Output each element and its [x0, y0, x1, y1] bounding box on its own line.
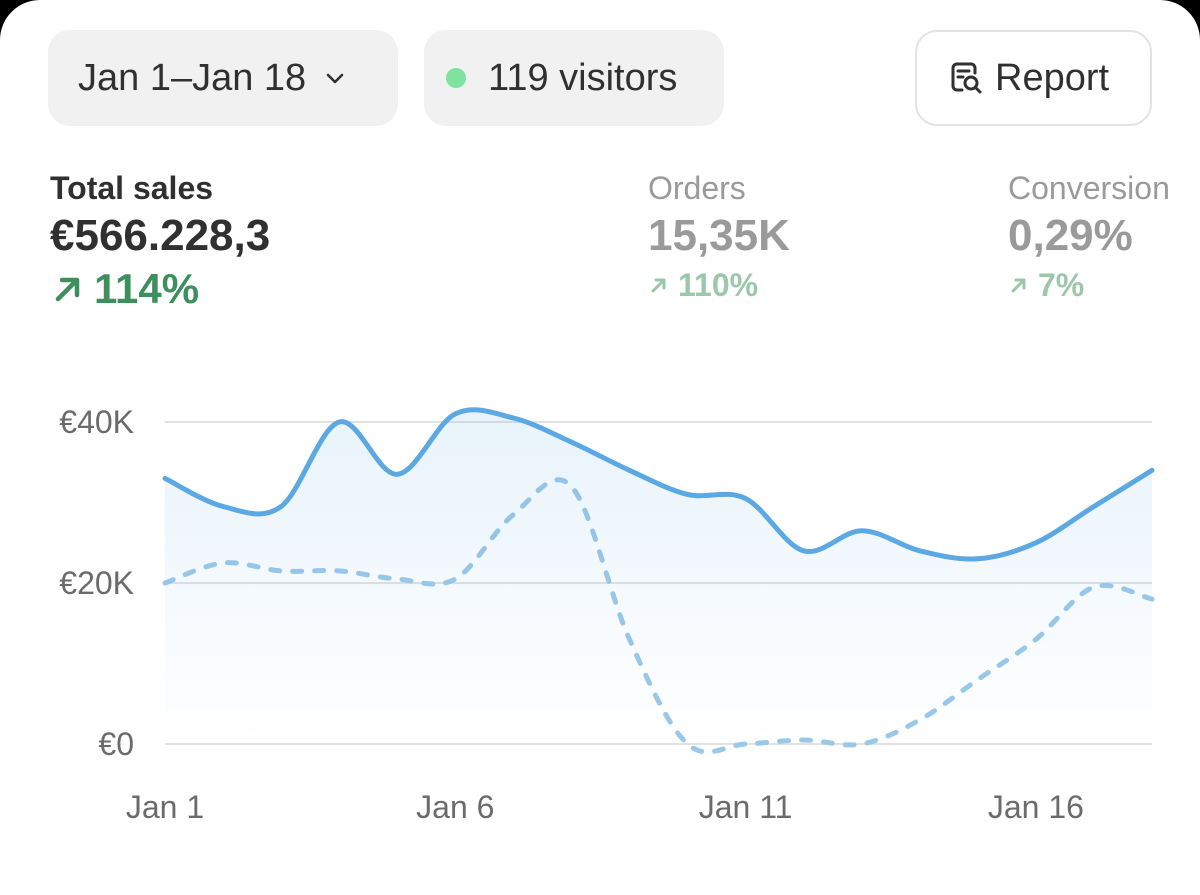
- arrow-up-right-icon: [1011, 278, 1026, 293]
- chevron-down-icon: [326, 73, 344, 84]
- metric-change: 114%: [50, 264, 270, 314]
- report-search-icon: [951, 62, 982, 94]
- metric-total-sales[interactable]: Total sales €566.228,3 114%: [50, 168, 270, 314]
- report-button[interactable]: Report: [915, 30, 1152, 126]
- metric-conversion[interactable]: Conversion 0,29% 7%: [1008, 168, 1170, 306]
- x-tick-label: Jan 11: [699, 789, 793, 825]
- date-range-label: Jan 1–Jan 18: [78, 56, 307, 99]
- metric-label: Total sales: [50, 170, 214, 206]
- metric-change-value: 7%: [1038, 267, 1085, 303]
- x-tick-label: Jan 16: [988, 789, 1084, 825]
- metric-orders[interactable]: Orders 15,35K 110%: [648, 168, 790, 306]
- y-tick-label: €40K: [59, 404, 134, 440]
- visitors-badge[interactable]: 119 visitors: [424, 30, 724, 126]
- visitors-label: 119 visitors: [488, 56, 678, 99]
- date-range-button[interactable]: Jan 1–Jan 18: [48, 30, 398, 126]
- metric-value: €566.228,3: [50, 211, 271, 260]
- x-tick-label: Jan 6: [416, 789, 494, 825]
- metric-value: 0,29%: [1008, 211, 1133, 260]
- sales-line-chart[interactable]: €40K €20K €0 Jan 1 Jan 6 Jan 11 Jan 16: [0, 360, 1200, 840]
- arrow-up-right-icon: [651, 278, 666, 293]
- x-tick-label: Jan 1: [126, 789, 204, 825]
- metric-value: 15,35K: [648, 211, 790, 260]
- metric-change: 7%: [1008, 264, 1170, 306]
- metric-change-value: 114%: [94, 265, 200, 312]
- status-dot-icon: [446, 68, 466, 88]
- y-tick-label: €0: [98, 726, 134, 762]
- report-label: Report: [995, 56, 1110, 99]
- arrow-up-right-icon: [55, 277, 80, 302]
- metric-change: 110%: [648, 264, 790, 306]
- current-series-line[interactable]: [162, 407, 1155, 562]
- y-tick-label: €20K: [59, 565, 134, 601]
- metric-label: Orders: [648, 170, 746, 206]
- metric-change-value: 110%: [678, 267, 759, 303]
- metric-label: Conversion: [1008, 170, 1170, 206]
- current-series-area: [165, 409, 1152, 744]
